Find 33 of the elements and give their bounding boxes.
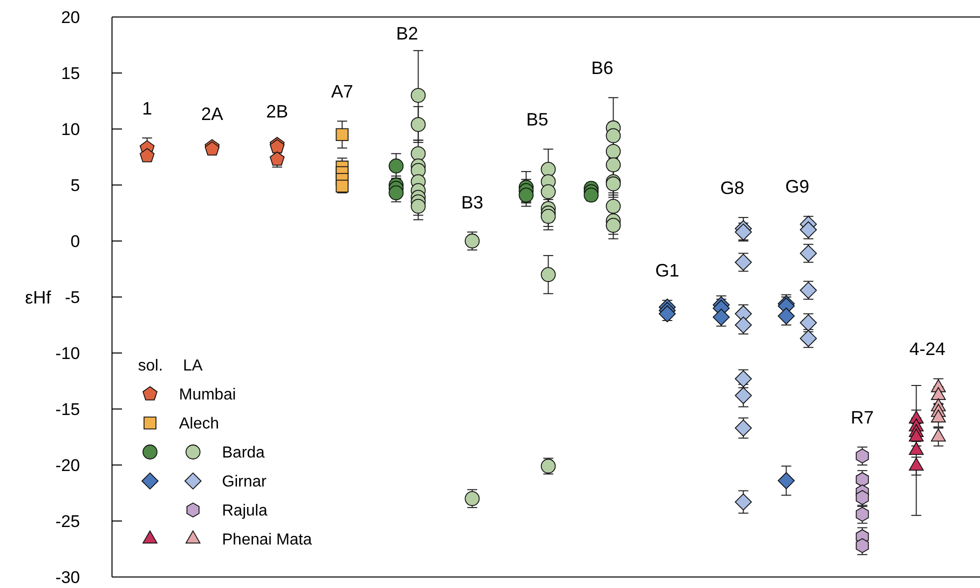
y-tick-label: -5 (64, 288, 80, 307)
x-tick-label: 4-24 (909, 339, 946, 360)
y-tick-label: 0 (70, 232, 80, 251)
annotation: LA (183, 358, 203, 375)
x-tick-label: 1 (142, 98, 152, 118)
x-tick-label: A7 (331, 81, 354, 102)
legend-label: Mumbai (179, 386, 236, 404)
x-tick-label: G9 (785, 176, 810, 197)
y-tick-label: 20 (61, 8, 80, 27)
x-tick-label: G1 (655, 260, 680, 281)
y-tick-label: -25 (55, 512, 80, 531)
x-tick-label: B2 (396, 23, 418, 44)
x-tick-label: B6 (591, 58, 614, 78)
x-tick-label: B5 (526, 109, 548, 130)
y-tick-label: -15 (55, 400, 80, 419)
y-tick-label: 10 (61, 120, 80, 139)
x-tick-label: B3 (461, 192, 484, 212)
legend-label: Alech (179, 416, 220, 433)
legend-label: Phenai Mata (222, 532, 312, 549)
legend-label: Rajula (222, 502, 268, 520)
x-tick-label: R7 (850, 407, 874, 428)
annotation: sol. (138, 358, 163, 375)
legend-label: Barda (222, 444, 265, 462)
y-tick-label: 5 (70, 176, 80, 195)
y-tick-label: -30 (55, 568, 80, 587)
y-tick-label: 15 (61, 64, 80, 83)
y-tick-label: -20 (55, 456, 80, 475)
y-tick-label: -10 (55, 344, 80, 363)
y-axis-title: εHf (24, 287, 52, 308)
x-tick-label: 2A (201, 104, 224, 124)
x-tick-label: G8 (720, 178, 744, 198)
legend-label: Girnar (222, 474, 268, 491)
x-tick-label: 2B (266, 102, 288, 122)
